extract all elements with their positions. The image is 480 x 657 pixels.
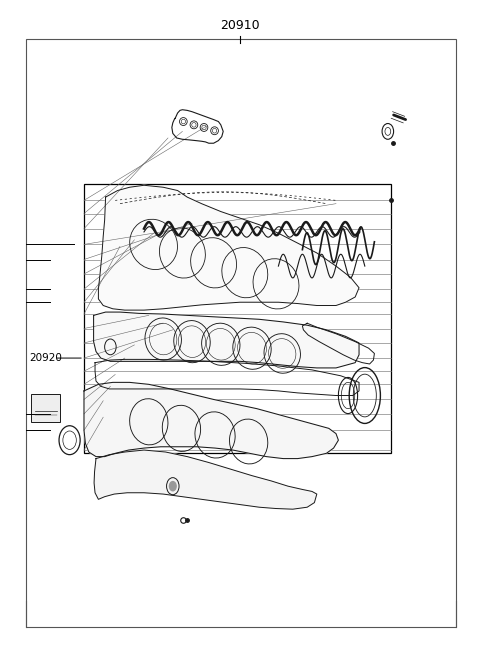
Text: 20920: 20920 <box>29 353 61 363</box>
Text: 20910: 20910 <box>220 18 260 32</box>
Bar <box>26 39 456 627</box>
Polygon shape <box>94 312 359 368</box>
Polygon shape <box>94 450 317 509</box>
Polygon shape <box>84 382 338 459</box>
Bar <box>84 184 391 453</box>
FancyBboxPatch shape <box>31 394 60 422</box>
Polygon shape <box>98 185 359 310</box>
Circle shape <box>169 482 176 491</box>
